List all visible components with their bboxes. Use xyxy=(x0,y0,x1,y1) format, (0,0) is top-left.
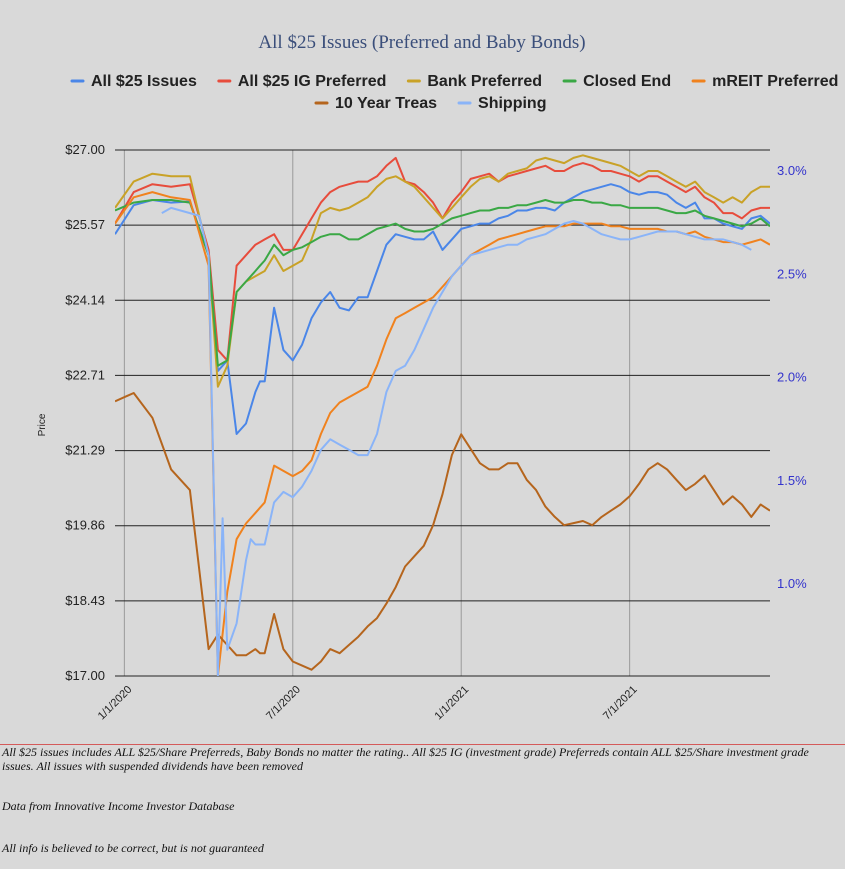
y2-tick-label: 2.5% xyxy=(777,266,807,281)
series-line-all-25-issues xyxy=(115,183,770,435)
series-layer xyxy=(115,154,770,676)
footnotes: All $25 issues includes ALL $25/Share Pr… xyxy=(0,744,845,869)
y2-tick-label: 3.0% xyxy=(777,163,807,178)
y-tick-label: $27.00 xyxy=(65,142,105,157)
y-tick-label: $21.29 xyxy=(65,443,105,458)
y2-tick-label: 2.0% xyxy=(777,370,807,385)
axes: 1/1/2020 7/1/2020 1/1/2021 7/1/2021 $27.00 $2… xyxy=(65,142,807,722)
footnote-methodology: All $25 issues includes ALL $25/Share Pr… xyxy=(2,745,809,773)
y-tick-label: $25.57 xyxy=(65,217,105,232)
line-chart: All $25 Issues (Preferred and Baby Bonds… xyxy=(37,32,838,722)
series-line-bank-preferred xyxy=(115,154,770,388)
y-tick-label: $22.71 xyxy=(65,367,105,382)
series-line-shipping xyxy=(161,206,752,676)
legend-item-mreit-preferred: mREIT Preferred xyxy=(691,73,838,90)
footnote-disclaimer: All info is believed to be correct, but … xyxy=(2,841,264,855)
x-tick-label: 7/1/2020 xyxy=(264,684,303,723)
y2-tick-label: 1.5% xyxy=(777,473,807,488)
legend-label: Shipping xyxy=(478,95,546,112)
x-tick-label: 7/1/2021 xyxy=(601,684,640,723)
legend-item-closed-end: Closed End xyxy=(562,73,671,90)
legend-label: Bank Preferred xyxy=(427,73,542,90)
footnote-source: Data from Innovative Income Investor Dat… xyxy=(2,799,235,813)
legend-label: Closed End xyxy=(583,73,671,90)
legend-item-bank-preferred: Bank Preferred xyxy=(406,73,542,90)
legend-item-all-25-ig-preferred: All $25 IG Preferred xyxy=(217,73,387,90)
legend-label: 10 Year Treas xyxy=(335,95,437,112)
legend-label: All $25 Issues xyxy=(91,73,197,90)
y-tick-label: $19.86 xyxy=(65,518,105,533)
legend-item-shipping: Shipping xyxy=(457,95,546,112)
y2-tick-label: 1.0% xyxy=(777,576,807,591)
y-tick-label: $17.00 xyxy=(65,668,105,683)
grid xyxy=(115,149,770,677)
legend-label: All $25 IG Preferred xyxy=(238,73,387,90)
legend-label: mREIT Preferred xyxy=(712,73,838,90)
x-tick-label: 1/1/2020 xyxy=(96,684,135,723)
series-line-closed-end xyxy=(115,199,770,367)
chart-title: All $25 Issues (Preferred and Baby Bonds… xyxy=(258,32,585,53)
y-tick-label: $18.43 xyxy=(65,593,105,608)
legend-item-10-year-treas: 10 Year Treas xyxy=(314,95,437,112)
series-line-all-25-ig-preferred xyxy=(115,156,770,362)
y-axis-label: Price xyxy=(37,413,48,436)
legend-item-all-25-issues: All $25 Issues xyxy=(70,73,197,90)
series-line-10-year-treas xyxy=(115,392,770,671)
x-tick-label: 1/1/2021 xyxy=(433,684,472,723)
legend: All $25 Issues All $25 IG Preferred Bank P… xyxy=(70,73,838,112)
y-tick-label: $24.14 xyxy=(65,292,105,307)
